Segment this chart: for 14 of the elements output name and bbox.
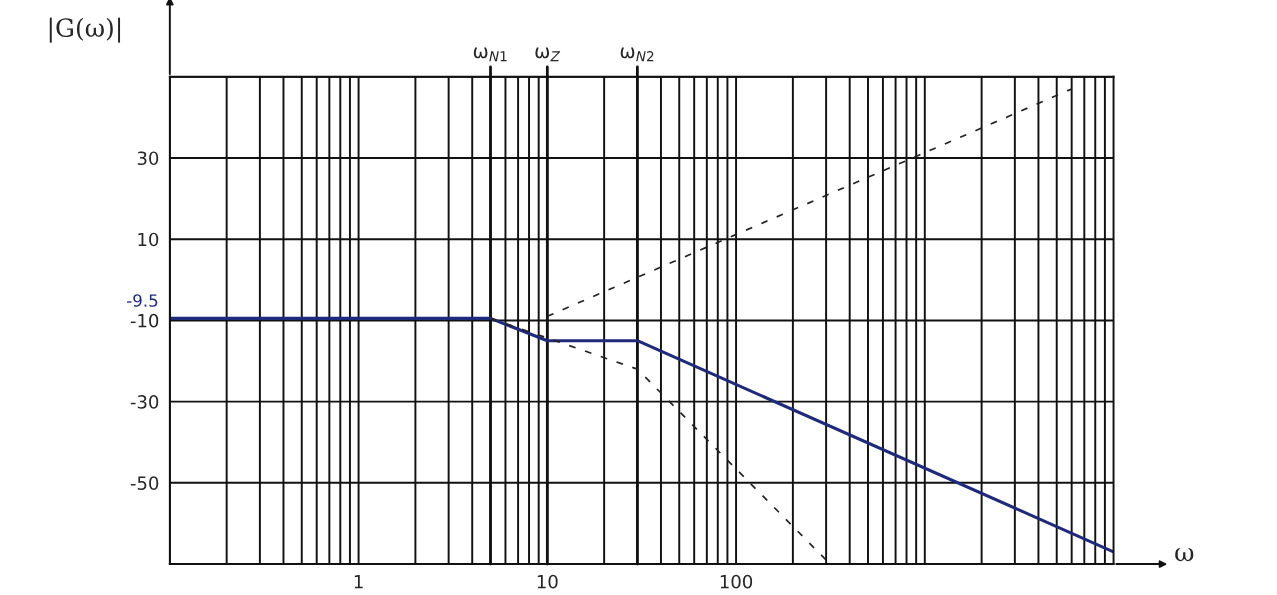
annotation: -9.5 bbox=[127, 294, 158, 307]
y-tick-label: -30 bbox=[130, 395, 159, 409]
y-tick-label: -50 bbox=[130, 476, 159, 490]
y-tick-label: -10 bbox=[130, 313, 159, 328]
ref-line-label: ω$_{Z}$ bbox=[535, 47, 561, 62]
x-axis-title: ω bbox=[1175, 548, 1194, 562]
x-tick-label: 100 bbox=[720, 574, 753, 589]
y-tick-label: 10 bbox=[138, 232, 159, 247]
y-tick-label: 30 bbox=[137, 151, 159, 166]
x-tick-label: 10 bbox=[537, 574, 558, 589]
ref-line-label: ω$_{N1}$ bbox=[473, 47, 507, 62]
ref-line-label: ω$_{N2}$ bbox=[620, 47, 654, 62]
y-axis-title: |G(ω)| bbox=[49, 17, 121, 43]
x-tick-label: 1 bbox=[354, 575, 363, 589]
